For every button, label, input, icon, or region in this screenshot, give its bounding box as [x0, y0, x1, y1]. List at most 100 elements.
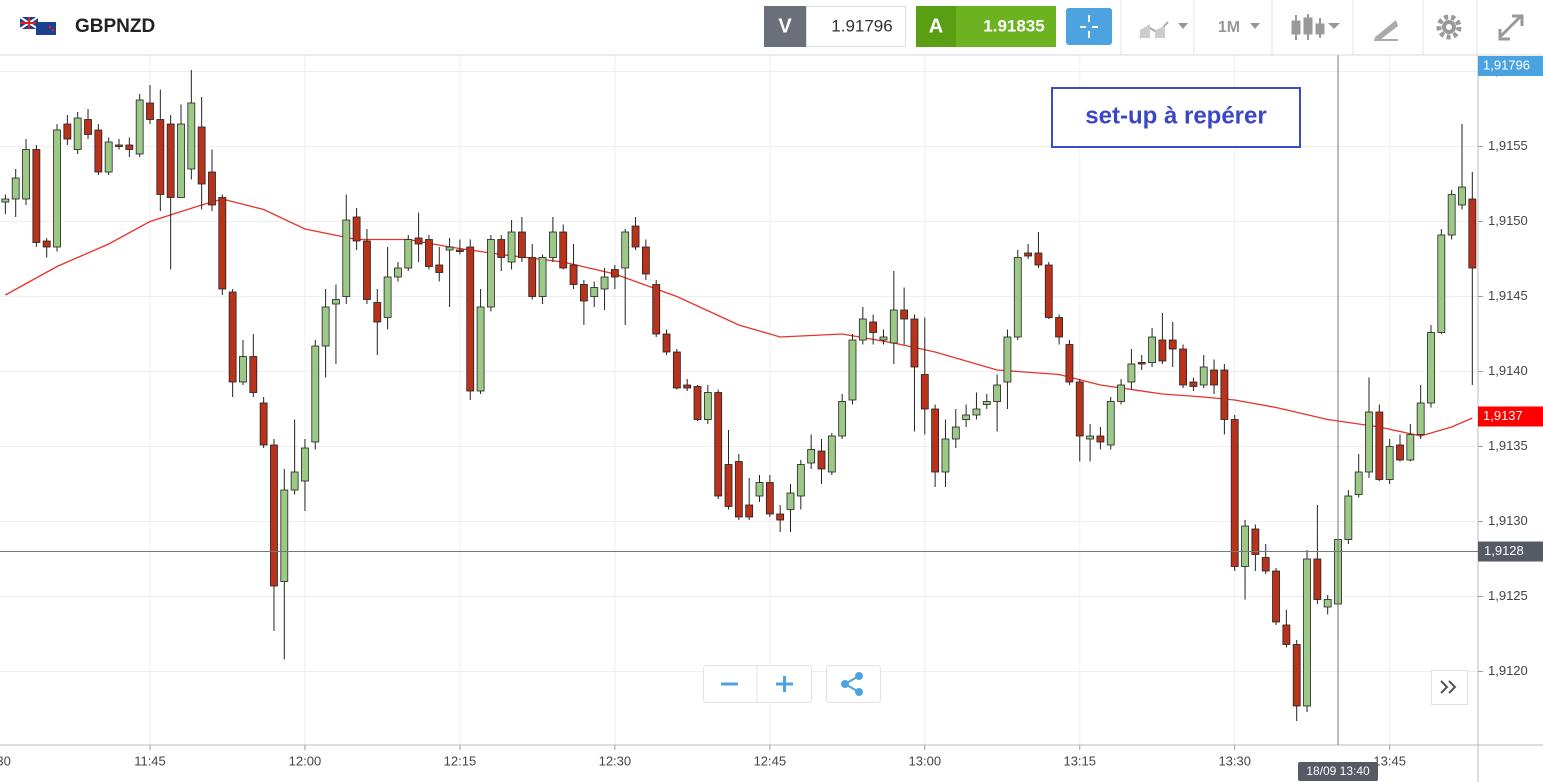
candle-body	[662, 333, 671, 353]
candle-body	[745, 504, 754, 518]
candle-body	[42, 240, 51, 248]
fullscreen-button[interactable]	[1498, 14, 1524, 41]
candle-body	[1055, 317, 1063, 338]
candle-body	[1282, 624, 1291, 645]
candle-body	[177, 123, 185, 198]
crosshair-x-label-box	[1298, 762, 1379, 781]
bid-price-label-box	[1478, 56, 1543, 76]
drawing-tools-button[interactable]	[1374, 20, 1398, 41]
candle-body	[1210, 369, 1218, 386]
candle-body	[518, 231, 526, 258]
candle-body	[104, 141, 113, 173]
candle-body	[1241, 525, 1249, 567]
candle-body	[641, 246, 650, 275]
candle-body	[259, 402, 268, 446]
candle-body	[755, 482, 764, 497]
settings-button[interactable]	[1436, 14, 1462, 40]
candle-body	[724, 464, 733, 507]
sell-button[interactable]	[764, 6, 806, 47]
candle-body	[1024, 252, 1033, 257]
symbol: GBPNZD	[75, 16, 155, 37]
crosshair-y-label-box	[1478, 541, 1543, 562]
candle-body	[1199, 366, 1208, 386]
candle-body	[1437, 234, 1446, 333]
candle-body	[1106, 401, 1115, 446]
candle-body	[1075, 381, 1084, 437]
candle-body	[910, 318, 919, 368]
y-tick-label: 1,9120	[1488, 663, 1528, 678]
candle-body	[879, 336, 888, 341]
candle-body	[301, 447, 309, 482]
candle-body	[125, 144, 134, 150]
crosshair-button[interactable]	[1066, 8, 1112, 45]
y-tick-label: 1,9145	[1488, 288, 1528, 303]
candle-body	[146, 102, 154, 120]
indicators-button[interactable]	[1291, 14, 1340, 40]
y-tick-label: 1,9140	[1488, 363, 1528, 378]
candle-body	[631, 225, 640, 248]
candle-body	[1220, 369, 1229, 420]
share-button[interactable]	[826, 665, 881, 703]
candle-body	[435, 264, 444, 273]
scroll-end-button[interactable]	[1431, 670, 1468, 705]
candle-body	[1168, 339, 1177, 350]
zoom-in[interactable]	[776, 676, 793, 692]
sell-price-box[interactable]	[806, 6, 906, 47]
candle-body	[507, 231, 516, 263]
y-tick-label: 1,9150	[1488, 213, 1528, 228]
chart-type-button[interactable]	[1139, 21, 1188, 39]
crosshair-x-label: 18/09 13:40	[1306, 764, 1370, 778]
candle-body	[280, 489, 289, 582]
candle-body	[1189, 381, 1198, 387]
candle-body	[672, 351, 681, 389]
y-tick-label: 1,9135	[1488, 438, 1528, 453]
candle-body	[363, 240, 371, 300]
x-tick-label: 13:45	[1373, 753, 1406, 768]
candle-body	[807, 449, 816, 464]
candle-body	[249, 356, 258, 393]
candle-body	[332, 299, 340, 305]
candle-body	[476, 306, 485, 392]
y-tick-label: 1,9125	[1488, 588, 1528, 603]
candle-body	[1468, 198, 1477, 269]
candle-body	[1013, 257, 1022, 338]
candle-body	[239, 356, 247, 383]
candle-body	[972, 408, 981, 416]
candle-body	[1375, 411, 1384, 480]
candle-body	[22, 149, 30, 200]
candle-body	[683, 384, 692, 389]
candle-body	[156, 119, 165, 195]
candle-body	[827, 435, 836, 473]
candle-body	[1416, 402, 1425, 435]
buy-button[interactable]	[916, 6, 956, 47]
candle-body	[1148, 336, 1156, 363]
candle-body	[445, 246, 454, 251]
bid-price-label: 1,91796	[1483, 57, 1530, 72]
candle-body	[11, 177, 20, 200]
timeframe-button[interactable]: 1M	[1218, 19, 1260, 36]
candle-body	[1003, 336, 1012, 383]
candle-body	[1303, 558, 1311, 707]
candle-body	[848, 339, 857, 401]
last-price-label-box	[1478, 406, 1543, 427]
candle-body	[1427, 332, 1435, 404]
candle-body	[352, 216, 361, 242]
buy-price-box[interactable]	[956, 6, 1056, 47]
candle-body	[1354, 471, 1363, 495]
candle-body	[63, 123, 72, 140]
candle-body	[931, 408, 940, 473]
candle-body	[32, 149, 41, 243]
candle-body	[693, 386, 702, 420]
candle-body	[166, 123, 175, 198]
candle-body	[135, 99, 144, 155]
candle-body	[652, 284, 661, 335]
annotation-box	[1051, 87, 1301, 148]
candle-body	[869, 321, 878, 333]
candle-body	[1086, 435, 1094, 440]
candle-body	[383, 276, 392, 318]
candle-body	[73, 117, 82, 150]
candle-body	[1447, 194, 1456, 236]
candle-body	[414, 237, 423, 245]
